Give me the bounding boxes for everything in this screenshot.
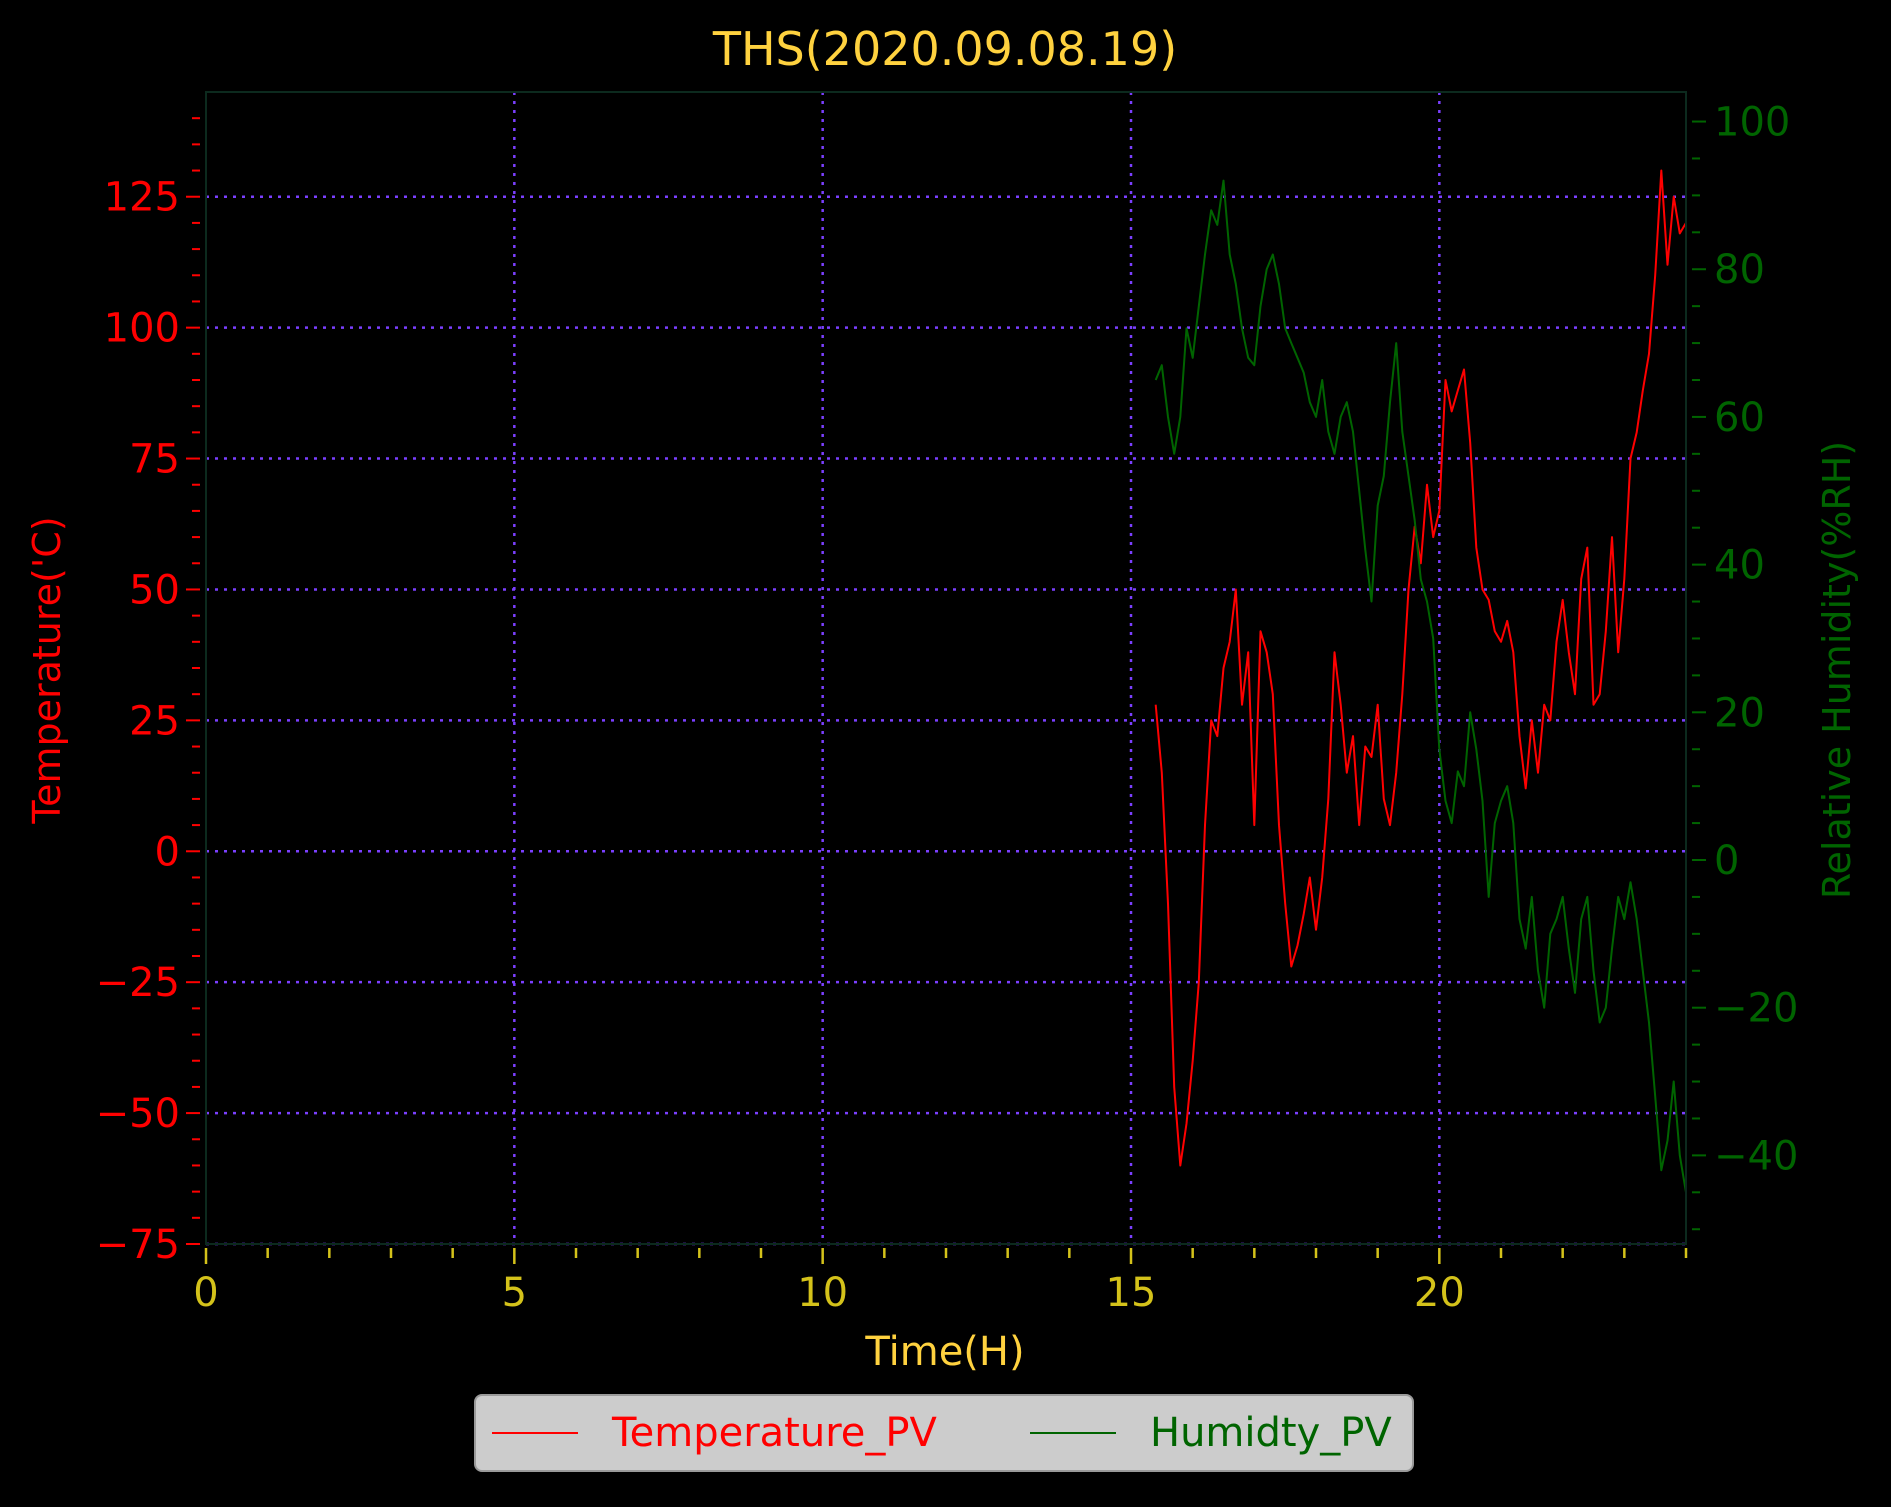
legend-swatch-humidity bbox=[1030, 1432, 1116, 1434]
x-axis-label: Time(H) bbox=[864, 1329, 1024, 1375]
y-left-tick-label: −75 bbox=[96, 1222, 180, 1268]
x-tick-label: 0 bbox=[193, 1270, 218, 1316]
legend-item-temperature: Temperature_PV bbox=[492, 1396, 937, 1470]
y-axis-label-left: Temperature('C) bbox=[25, 516, 69, 824]
series-layer bbox=[1154, 169, 1687, 1193]
y-left-tick-label: 100 bbox=[104, 306, 180, 352]
chart-title: THS(2020.09.08.19) bbox=[712, 22, 1177, 76]
legend: Temperature_PV Humidty_PV bbox=[474, 1394, 1414, 1472]
x-tick-label: 10 bbox=[797, 1270, 848, 1316]
y-left-tick-label: 0 bbox=[155, 829, 180, 875]
legend-label-humidity: Humidty_PV bbox=[1150, 1410, 1392, 1456]
y-axis-label-right: Relative Humidity(%RH) bbox=[1815, 441, 1859, 899]
y-left-tick-label: 75 bbox=[129, 437, 180, 483]
x-tick-label: 15 bbox=[1106, 1270, 1157, 1316]
series-line-humidity bbox=[1154, 179, 1687, 1193]
plot-frame bbox=[205, 91, 1687, 1245]
y-left-tick-label: −50 bbox=[96, 1091, 180, 1137]
y-left-tick-label: 50 bbox=[129, 567, 180, 613]
y-right-tick-label: 40 bbox=[1714, 543, 1765, 589]
legend-item-humidity: Humidty_PV bbox=[1030, 1396, 1392, 1470]
y-left-tick-label: −25 bbox=[96, 960, 180, 1006]
x-tick-label: 5 bbox=[502, 1270, 527, 1316]
y-right-tick-label: 100 bbox=[1714, 100, 1790, 146]
legend-label-temperature: Temperature_PV bbox=[612, 1410, 937, 1456]
x-tick-label: 20 bbox=[1414, 1270, 1465, 1316]
y-right-tick-label: 0 bbox=[1714, 838, 1739, 884]
legend-swatch-temperature bbox=[492, 1432, 578, 1434]
y-right-tick-label: −20 bbox=[1714, 986, 1798, 1032]
y-right-tick-label: 60 bbox=[1714, 395, 1765, 441]
series-line-temperature bbox=[1154, 169, 1687, 1167]
y-right-tick-label: 20 bbox=[1714, 690, 1765, 736]
y-left-tick-label: 125 bbox=[104, 175, 180, 221]
axis-layer: 0 5 10 15 20 125 100 75 50 25 0 −25 −50 −75 100 80 60 40 2… bbox=[96, 91, 1798, 1316]
y-right-tick-label: 80 bbox=[1714, 247, 1765, 293]
y-left-tick-label: 25 bbox=[129, 698, 180, 744]
y-right-tick-label: −40 bbox=[1714, 1133, 1798, 1179]
